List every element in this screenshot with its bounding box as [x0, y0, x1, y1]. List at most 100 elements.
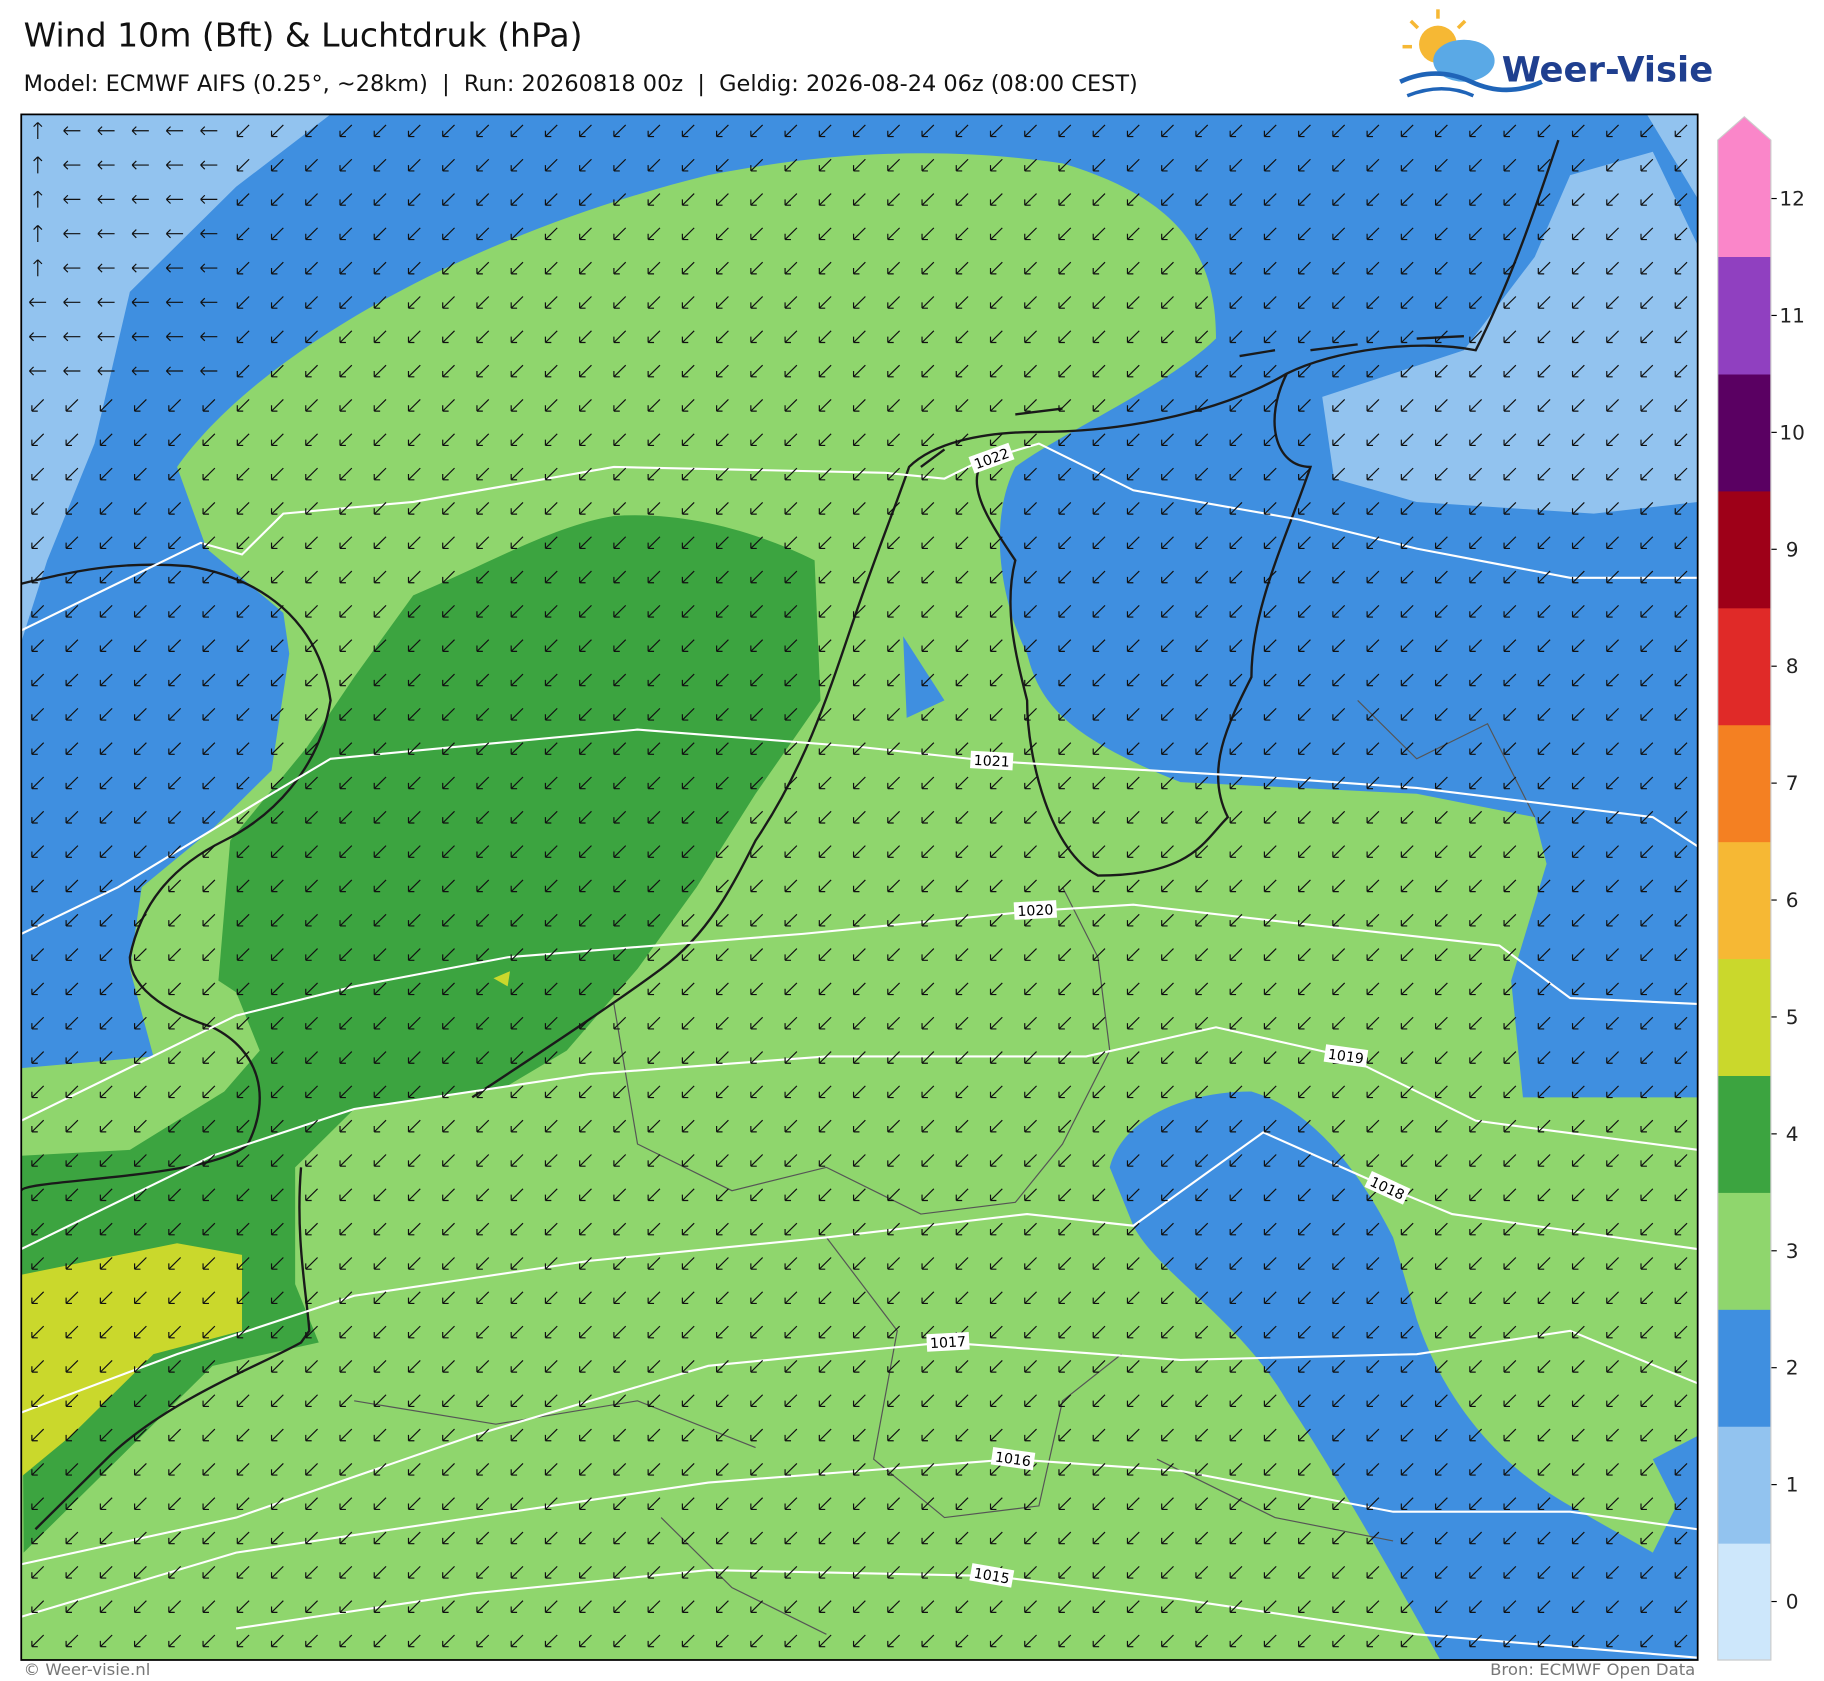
wind-arrow: [442, 1188, 455, 1202]
wind-arrow: [784, 1394, 798, 1408]
wind-arrow: [1126, 536, 1140, 550]
wind-arrow: [270, 1257, 284, 1270]
wind-arrow: [852, 502, 866, 515]
wind-arrow: [613, 399, 627, 412]
wind-arrow: [989, 879, 1003, 893]
wind-arrow: [236, 330, 250, 344]
wind-arrow: [1195, 948, 1209, 961]
wind-arrow: [1366, 1325, 1380, 1339]
wind-arrow: [1400, 1051, 1414, 1064]
wind-arrow: [510, 1119, 524, 1133]
wind-arrow: [784, 193, 798, 206]
wind-arrow: [1366, 810, 1380, 824]
wind-arrow: [681, 433, 695, 447]
wind-arrow: [1298, 810, 1311, 824]
wind-arrow: [133, 845, 147, 858]
wind-arrow: [852, 810, 866, 824]
wind-arrow: [1195, 1257, 1209, 1270]
wind-arrow: [1571, 433, 1585, 447]
wind-arrow: [1503, 1428, 1517, 1442]
wind-arrow: [1606, 639, 1619, 652]
wind-arrow: [887, 1222, 901, 1236]
colorbar-segment: [1717, 607, 1771, 726]
wind-arrow: [784, 913, 798, 927]
wind-arrow: [236, 1085, 250, 1099]
wind-arrow: [1469, 707, 1483, 721]
wind-arrow: [1674, 570, 1688, 584]
wind-arrow: [1434, 261, 1448, 275]
wind-arrow: [1640, 1085, 1654, 1099]
isobar-label-bg: [990, 1447, 1036, 1471]
wind-arrow: [407, 1428, 421, 1442]
wind-arrow: [750, 330, 764, 344]
wind-arrow: [1298, 1222, 1311, 1236]
wind-arrow: [818, 1051, 832, 1064]
wind-arrow: [31, 1016, 45, 1030]
wind-arrow: [1161, 982, 1174, 996]
wind-arrow: [1298, 1291, 1311, 1305]
wind-area: [21, 971, 511, 1477]
wind-arrow: [613, 1565, 627, 1579]
wind-arrow: [1571, 364, 1585, 378]
wind-arrow: [1503, 570, 1517, 584]
wind-arrow: [133, 742, 147, 755]
wind-arrow: [1469, 639, 1483, 652]
colorbar-segment: [1717, 373, 1771, 492]
wind-arrow: [510, 913, 524, 927]
wind-arrow: [989, 1360, 1003, 1373]
wind-arrow: [1092, 707, 1106, 721]
wind-arrow: [750, 673, 764, 687]
wind-arrow: [647, 1462, 661, 1476]
wind-arrow: [852, 1016, 866, 1030]
wind-arrow: [921, 570, 935, 584]
wind-arrow: [99, 879, 113, 893]
wind-arrow: [579, 1428, 592, 1442]
wind-arrow: [544, 639, 558, 652]
wind-arrow: [579, 1600, 592, 1613]
wind-arrow: [1298, 673, 1311, 687]
wind-arrow: [373, 982, 387, 996]
wind-arrow: [133, 1634, 147, 1648]
wind-arrow: [1024, 193, 1037, 206]
wind-arrow: [1537, 1119, 1551, 1133]
wind-arrow: [442, 913, 455, 927]
wind-arrow: [613, 536, 627, 550]
wind-arrow: [270, 1085, 284, 1099]
wind-arrow: [955, 570, 969, 584]
wind-arrow: [31, 913, 45, 927]
wind-arrow: [1229, 879, 1243, 893]
wind-arrow: [407, 1257, 421, 1270]
wind-arrow: [407, 639, 421, 652]
wind-arrow: [476, 1188, 490, 1202]
wind-arrow: [236, 296, 250, 309]
wind-arrow: [852, 1394, 866, 1408]
wind-arrow: [373, 742, 387, 755]
wind-arrow: [681, 673, 695, 687]
wind-arrow: [1571, 193, 1585, 206]
wind-arrow: [1434, 158, 1448, 172]
wind-arrow: [716, 1257, 729, 1270]
wind-arrow: [1537, 1291, 1551, 1305]
wind-arrow: [1332, 604, 1346, 618]
wind-arrow: [407, 330, 421, 344]
wind-arrow: [681, 639, 695, 652]
wind-arrow: [1366, 570, 1380, 584]
wind-arrow: [1400, 296, 1414, 309]
wind-arrow: [99, 1394, 113, 1408]
wind-arrow: [373, 1497, 387, 1510]
wind-arrow: [373, 1222, 387, 1236]
wind-arrow: [887, 467, 901, 481]
wind-arrow: [442, 742, 455, 755]
wind-arrow: [373, 467, 387, 481]
wind-arrow: [1161, 1531, 1174, 1545]
wind-arrow: [1263, 913, 1277, 927]
wind-arrow: [613, 1325, 627, 1339]
wind-arrow: [989, 502, 1003, 515]
wind-arrow: [1332, 399, 1346, 412]
wind-arrow: [236, 399, 250, 412]
wind-arrow: [1229, 673, 1243, 687]
wind-arrow: [202, 742, 216, 755]
colorbar-segment: [1717, 256, 1771, 375]
wind-arrow: [510, 810, 524, 824]
wind-arrow: [1195, 261, 1209, 275]
